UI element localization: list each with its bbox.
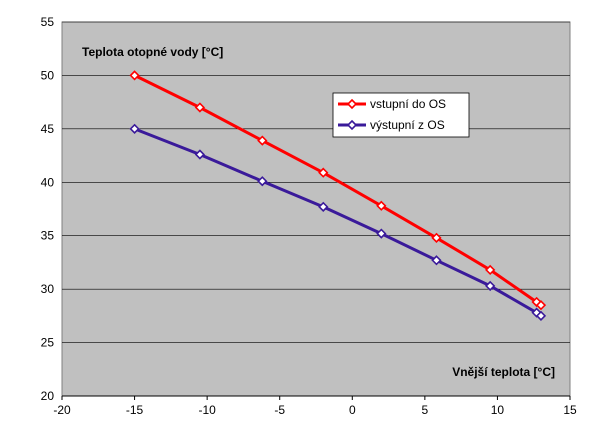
series-group bbox=[129, 70, 547, 321]
x-axis-title: Vnější teplota [°C] bbox=[452, 365, 555, 379]
data-point bbox=[376, 200, 387, 211]
x-tick-label: 0 bbox=[349, 403, 356, 417]
y-tick-label: 40 bbox=[41, 175, 55, 189]
data-point bbox=[485, 280, 496, 292]
data-point bbox=[257, 176, 268, 187]
y-tick-label: 50 bbox=[41, 68, 55, 82]
y-tick-label: 30 bbox=[41, 282, 55, 296]
y-tick-label: 20 bbox=[41, 389, 55, 403]
y-tick-label: 55 bbox=[41, 15, 55, 29]
x-tick-label: -20 bbox=[53, 403, 71, 417]
legend-label: vstupní do OS bbox=[370, 97, 446, 111]
data-point bbox=[485, 264, 496, 276]
y-axis-ticks: 20 25 30 35 40 45 50 55 bbox=[41, 15, 55, 403]
plot-area bbox=[61, 21, 571, 397]
y-axis-title: Teplota otopné vody [°C] bbox=[82, 45, 223, 59]
data-point bbox=[535, 310, 547, 321]
legend-marker bbox=[346, 119, 358, 131]
legend-box bbox=[332, 92, 470, 138]
legend-label: výstupní z OS bbox=[370, 118, 445, 132]
legend-marker bbox=[346, 98, 358, 110]
data-point bbox=[318, 201, 329, 212]
data-point bbox=[194, 102, 206, 113]
data-point bbox=[535, 300, 547, 311]
data-point bbox=[318, 167, 329, 178]
legend: vstupní do OS výstupní z OS bbox=[332, 92, 470, 138]
data-point bbox=[431, 255, 442, 266]
x-tick-label: -10 bbox=[198, 403, 216, 417]
x-tick-label: -5 bbox=[274, 403, 285, 417]
data-point bbox=[129, 123, 140, 134]
y-tick-label: 35 bbox=[41, 229, 55, 243]
data-point bbox=[431, 232, 442, 243]
x-tick-label: 5 bbox=[422, 403, 429, 417]
data-point bbox=[129, 70, 140, 81]
y-tick-label: 45 bbox=[41, 122, 55, 136]
y-tick-label: 25 bbox=[41, 336, 55, 350]
data-point bbox=[257, 135, 268, 146]
data-point bbox=[376, 228, 387, 239]
data-point bbox=[194, 149, 206, 160]
x-tick-label: 15 bbox=[563, 403, 577, 417]
x-tick-label: -15 bbox=[126, 403, 144, 417]
x-axis-ticks: -20 -15 -10 -5 0 5 10 15 bbox=[53, 395, 577, 417]
x-tick-label: 10 bbox=[491, 403, 505, 417]
